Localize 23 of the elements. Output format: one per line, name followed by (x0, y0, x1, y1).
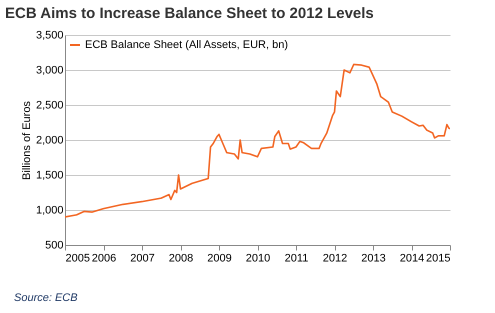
x-tick-label: 2012 (322, 252, 348, 264)
x-tick-label: 2006 (92, 252, 116, 264)
y-axis-title: Billions of Euros (20, 100, 33, 180)
y-tick-label: 2,000 (36, 134, 64, 146)
y-tick-label: 1,000 (36, 204, 64, 216)
x-tick-label: 2013 (361, 252, 386, 264)
x-tick-label: 2011 (284, 252, 308, 264)
chart-title: ECB Aims to Increase Balance Sheet to 2012 Levels (5, 5, 374, 22)
y-tick-label: 3,500 (36, 30, 64, 42)
source-note: Source: ECB (14, 292, 78, 304)
x-tick-label: 2014 (400, 252, 424, 264)
x-tick-label: 2005 (66, 252, 90, 264)
x-tick-label: 2009 (207, 252, 232, 264)
x-tick-label: 2007 (130, 252, 155, 264)
y-tick-label: 3,000 (36, 64, 64, 76)
line-series (65, 64, 450, 218)
y-tick-label: 500 (45, 240, 64, 252)
y-tick-label: 2,500 (36, 100, 64, 112)
x-tick-label: 2008 (168, 252, 194, 264)
x-tick-label: 2010 (246, 252, 270, 264)
legend-label: ECB Balance Sheet (All Assets, EUR, bn) (85, 39, 288, 51)
y-tick-label: 1,500 (36, 170, 64, 182)
x-tick-label: 2015 (426, 252, 450, 264)
